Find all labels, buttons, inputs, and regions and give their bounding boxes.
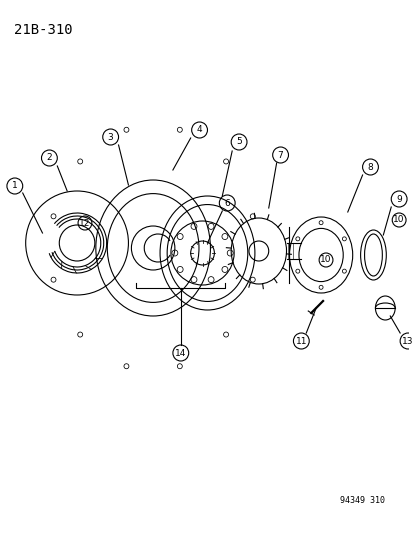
Text: 3: 3 (107, 133, 113, 141)
Text: 13: 13 (401, 336, 413, 345)
Text: 94349 310: 94349 310 (339, 496, 385, 505)
Text: 10: 10 (320, 255, 331, 264)
Text: 10: 10 (392, 215, 404, 224)
Text: 1: 1 (12, 182, 18, 190)
Text: 6: 6 (224, 198, 230, 207)
Text: 21B-310: 21B-310 (14, 23, 72, 37)
Text: 4: 4 (196, 125, 202, 134)
Text: 7: 7 (277, 150, 283, 159)
Text: 8: 8 (367, 163, 373, 172)
Text: 9: 9 (395, 195, 401, 204)
Text: 2: 2 (47, 154, 52, 163)
Text: 5: 5 (236, 138, 241, 147)
Text: 14: 14 (175, 349, 186, 358)
Text: 12: 12 (79, 219, 90, 228)
Text: 11: 11 (295, 336, 306, 345)
